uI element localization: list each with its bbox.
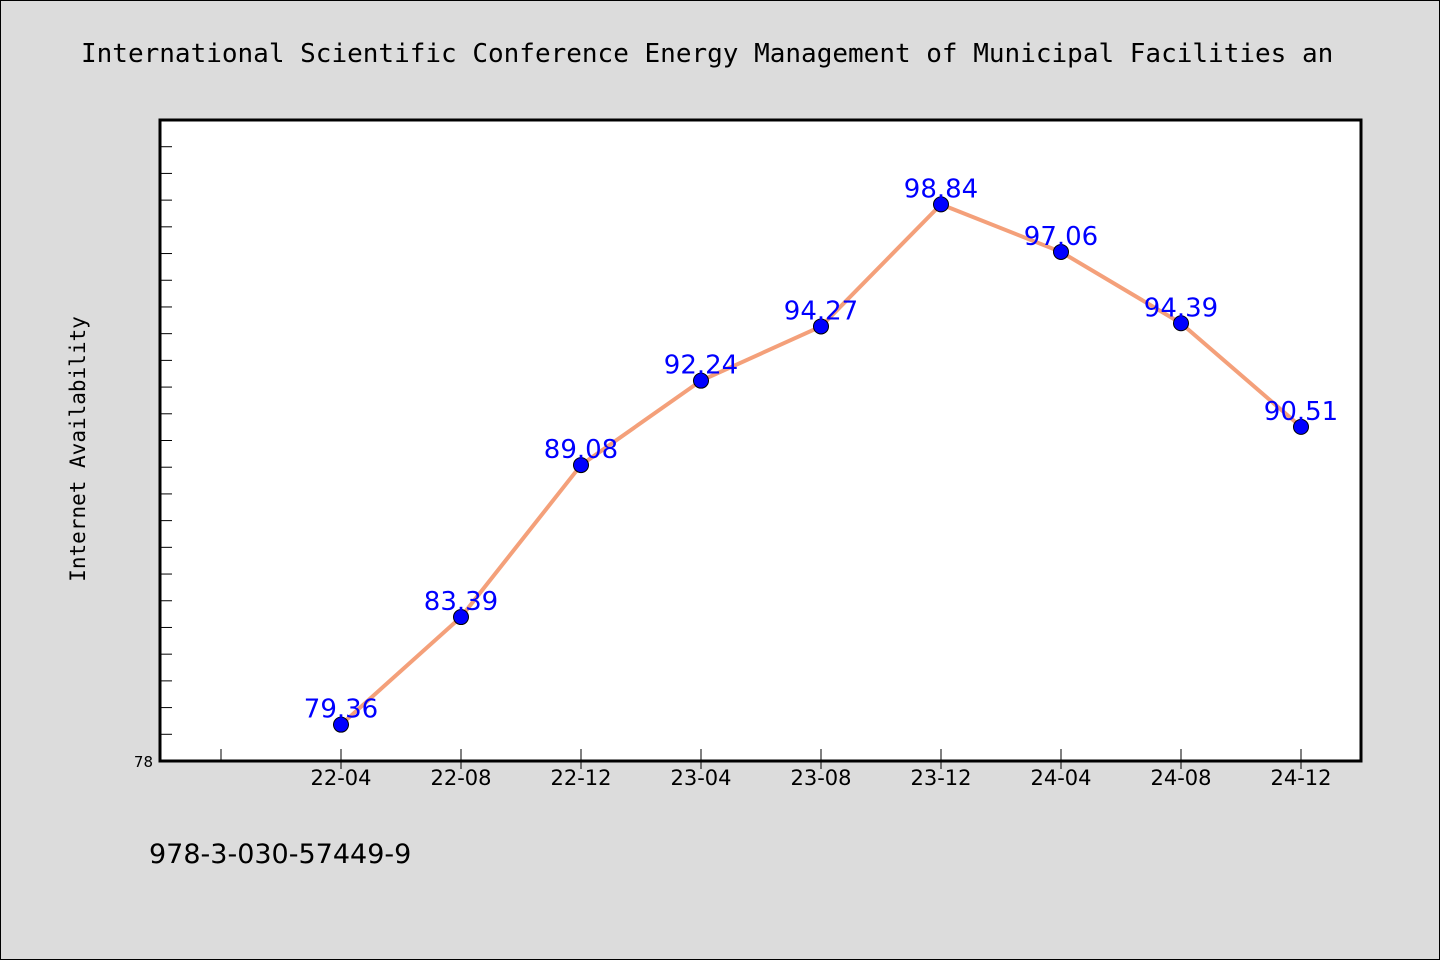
x-tick-label: 24-12 bbox=[1270, 766, 1331, 790]
data-point bbox=[1173, 315, 1189, 332]
data-label: 98.84 bbox=[904, 174, 978, 204]
data-label: 79.36 bbox=[304, 695, 378, 725]
series-markers bbox=[333, 196, 1309, 733]
data-label: 97.06 bbox=[1024, 222, 1098, 252]
chart-title: International Scientific Conference Ener… bbox=[81, 39, 1333, 69]
x-axis-tick-labels: 22-04 22-08 22-12 23-04 23-08 23-12 24-04 24-08… bbox=[310, 766, 1331, 790]
x-tick-label: 23-12 bbox=[910, 766, 971, 790]
x-tick-label: 24-04 bbox=[1030, 766, 1091, 790]
x-tick-label: 23-04 bbox=[670, 766, 731, 790]
data-point bbox=[933, 196, 949, 213]
x-tick-label: 22-08 bbox=[430, 766, 491, 790]
data-point bbox=[573, 457, 589, 474]
data-label: 89.08 bbox=[544, 435, 618, 465]
data-point bbox=[453, 609, 469, 626]
data-point bbox=[813, 318, 829, 335]
footer-isbn: 978-3-030-57449-9 bbox=[149, 839, 411, 870]
data-label: 92.24 bbox=[664, 351, 738, 381]
plot-area bbox=[158, 118, 1363, 763]
data-label: 83.39 bbox=[424, 587, 498, 617]
data-point bbox=[1293, 418, 1309, 435]
y-tick-label: 78 bbox=[134, 753, 153, 771]
data-point bbox=[693, 372, 709, 389]
x-tick-label: 23-08 bbox=[790, 766, 851, 790]
data-label: 94.27 bbox=[784, 296, 858, 326]
data-label: 90.51 bbox=[1264, 397, 1338, 427]
x-axis-ticks bbox=[220, 749, 1302, 769]
data-label: 94.39 bbox=[1144, 293, 1218, 323]
data-point bbox=[333, 716, 349, 733]
data-point bbox=[1053, 243, 1069, 260]
x-tick-label: 22-12 bbox=[550, 766, 611, 790]
data-labels: 79.36 83.39 89.08 92.24 94.27 98.84 97.06 94.39… bbox=[304, 174, 1338, 724]
y-axis-minor-ticks bbox=[160, 146, 172, 735]
x-tick-label: 24-08 bbox=[1150, 766, 1211, 790]
x-tick-label: 22-04 bbox=[310, 766, 371, 790]
y-axis-label: Internet Availability bbox=[66, 316, 90, 582]
